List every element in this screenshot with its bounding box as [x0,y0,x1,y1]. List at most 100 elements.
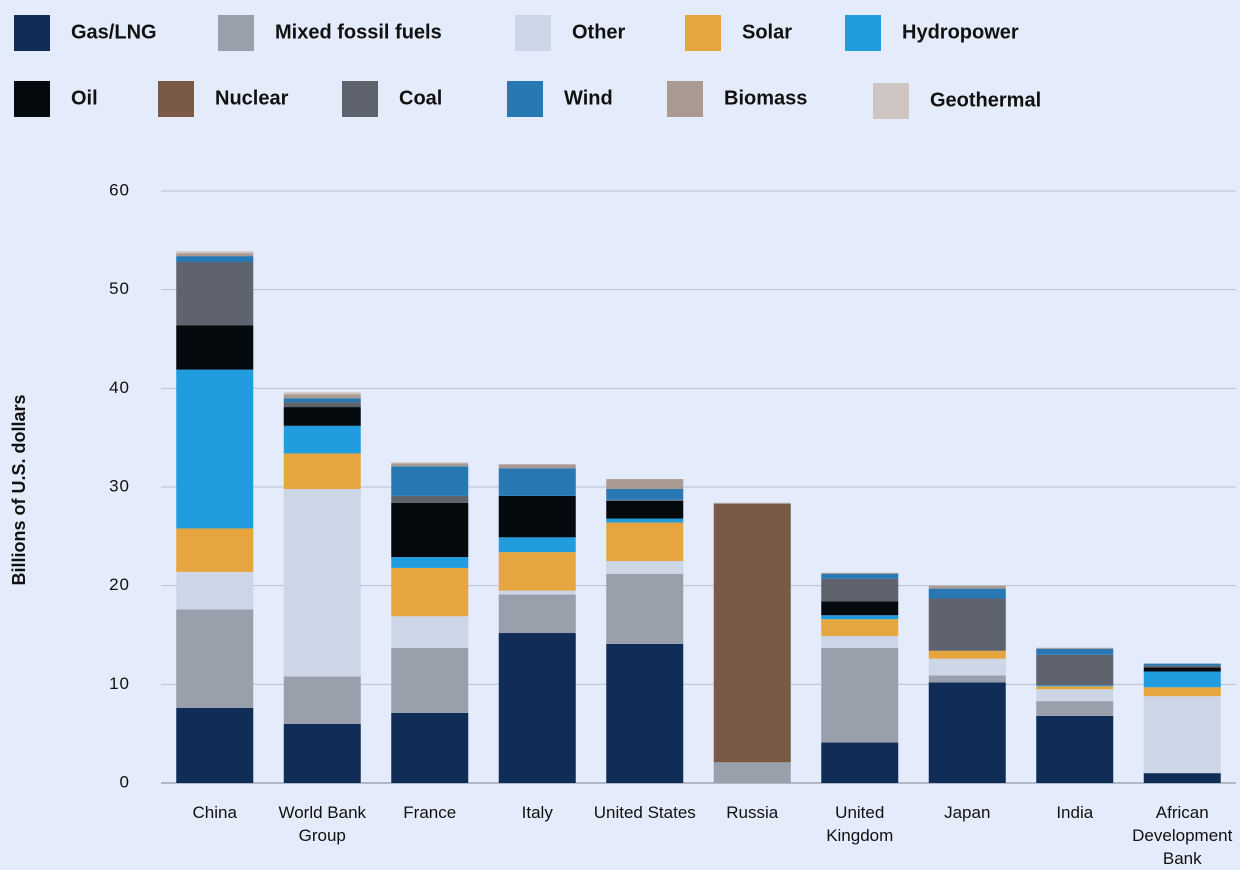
bar-segment [1143,687,1221,697]
bar-segment [283,394,361,399]
bar-segment [821,619,899,636]
bar-segment [176,325,254,370]
bar-segment [391,616,469,648]
x-tick-label: Japan [944,803,991,822]
bar-segment [1036,685,1114,687]
bar-segment [928,598,1006,651]
bar-segment [821,615,899,620]
x-tick-label: United Kingdom [826,803,894,845]
bar-segment [176,251,254,254]
bar-segment [928,588,1006,599]
legend-label: Other [572,21,626,43]
y-tick-label: 40 [109,378,130,397]
bar-segment [1143,667,1221,672]
bar-segment [928,650,1006,659]
legend-swatch [685,15,721,51]
bar-segment [391,557,469,568]
x-tick-label: India [1056,803,1094,822]
bar-segment [498,464,576,469]
bar-segment [498,594,576,634]
bar-segment [391,463,469,467]
bar-segment [283,488,361,677]
bar-segment [1143,671,1221,688]
bar-segment [1036,647,1114,649]
bar-segment [391,462,469,464]
x-tick-label: Russia [726,803,779,822]
legend-swatch [873,83,909,119]
bar-segment [1143,773,1221,783]
bar-segment [606,643,684,783]
bar-segment [283,398,361,403]
bar-segment [1143,665,1221,668]
bar-segment [928,675,1006,683]
bar-segment [176,369,254,529]
legend-label: Mixed fossil fuels [275,21,442,43]
bar-segment [498,495,576,538]
bar-segment [391,567,469,617]
y-tick-label: 0 [120,772,130,791]
x-tick-label: China [192,803,237,822]
bar-segment [1036,654,1114,686]
legend-swatch [845,15,881,51]
bar-segment [176,253,254,257]
bar-segment [283,425,361,454]
legend-swatch [14,15,50,51]
x-tick-label: World Bank Group [278,803,367,845]
y-tick-label: 30 [109,476,130,495]
bar-segment [821,647,899,743]
bar-segment [283,676,361,724]
legend-swatch [507,81,543,117]
bar-segment [176,708,254,783]
legend-label: Hydropower [902,21,1019,43]
bar-segment [176,262,254,326]
legend-label: Oil [71,87,98,109]
legend-swatch [158,81,194,117]
bar-segment [176,528,254,572]
bar-segment [391,647,469,713]
legend-swatch [342,81,378,117]
legend-swatch [515,15,551,51]
y-tick-label: 10 [109,674,130,693]
y-tick-label: 60 [109,180,130,199]
bar-segment [283,402,361,408]
legend-label: Biomass [724,87,807,109]
bar-segment [498,590,576,595]
bar-segment [1143,663,1221,666]
bar-segment [1143,696,1221,774]
legend-label: Nuclear [215,87,289,109]
bar-segment [1036,715,1114,783]
legend-swatch [667,81,703,117]
legend-label: Gas/LNG [71,21,157,43]
bar-segment [821,578,899,602]
bar-segment [1036,701,1114,716]
bar-segment [606,561,684,574]
x-tick-label: African Development Bank [1132,803,1233,868]
bar-segment [606,488,684,500]
bar-segment [713,502,791,504]
bar-segment [1036,648,1114,655]
bar-segment [498,552,576,591]
x-tick-label: United States [593,803,696,822]
bar-segment [606,573,684,644]
bar-segment [176,571,254,610]
bar-segment [391,502,469,558]
bar-segment [498,633,576,783]
bar-segment [606,499,684,501]
bar-segment [821,572,899,574]
legend-label: Coal [399,87,442,109]
bar-segment [283,392,361,395]
bar-segment [606,522,684,561]
bar-segment [391,712,469,783]
bar-segment [176,256,254,263]
bar-segment [391,466,469,496]
bar-segment [713,503,791,763]
y-tick-label: 20 [109,575,130,594]
bar-segment [606,479,684,489]
bar-segment [1036,689,1114,702]
y-axis-label: Billions of U.S. dollars [9,394,29,585]
bar-segment [391,495,469,503]
bar-segment [928,682,1006,783]
bar-segment [498,537,576,553]
bar-segment [1036,686,1114,690]
